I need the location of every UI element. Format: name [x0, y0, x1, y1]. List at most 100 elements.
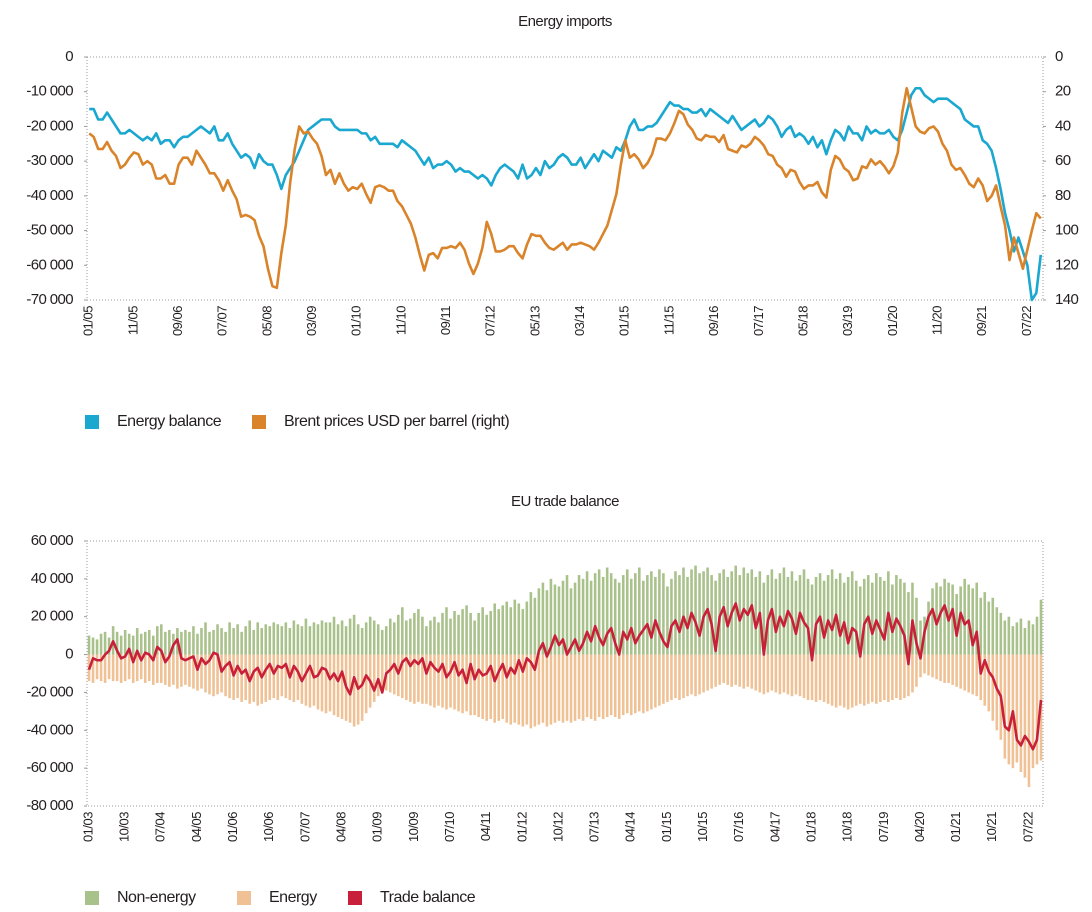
x-tick-label: 01/05 — [81, 306, 96, 336]
bar — [505, 601, 509, 655]
bar — [192, 626, 195, 655]
bar — [658, 569, 661, 655]
bar — [814, 654, 818, 702]
bar — [340, 654, 344, 719]
bar — [662, 573, 665, 655]
x-tick-label: 03/19 — [840, 306, 855, 336]
bar — [388, 654, 392, 693]
bar — [517, 654, 521, 725]
bar — [927, 654, 930, 676]
x-tick-label: 07/22 — [1020, 812, 1035, 842]
legend-swatch — [85, 415, 99, 429]
y-tick-label: -10 000 — [26, 83, 73, 100]
bar — [151, 635, 155, 655]
bar — [119, 654, 123, 683]
x-tick-label: 07/10 — [442, 812, 457, 842]
series-line — [87, 602, 1043, 751]
bar — [541, 654, 545, 723]
bar — [1003, 654, 1007, 759]
bar — [790, 654, 794, 697]
bar — [561, 654, 565, 723]
bar — [364, 622, 368, 655]
bar — [111, 654, 115, 682]
bar — [292, 620, 296, 655]
bar — [421, 654, 424, 704]
bar — [409, 654, 412, 702]
bar — [642, 580, 645, 655]
bar — [405, 620, 408, 655]
legend-label: Brent prices USD per barrel (right) — [284, 413, 509, 430]
bar — [172, 654, 175, 685]
bar — [393, 654, 396, 695]
bar — [895, 575, 898, 655]
bar — [754, 576, 758, 655]
bar — [505, 654, 509, 723]
bar — [348, 654, 352, 723]
bar — [883, 654, 886, 700]
bar — [686, 654, 689, 697]
bar — [923, 654, 926, 674]
bar — [818, 573, 822, 655]
x-tick-label: 10/03 — [117, 812, 132, 842]
bar — [545, 654, 549, 727]
bar — [340, 620, 344, 655]
bar — [393, 622, 396, 655]
bar — [461, 654, 464, 714]
bar — [139, 654, 143, 680]
bar — [758, 654, 762, 693]
bar — [421, 616, 424, 655]
bar — [794, 654, 798, 695]
bar — [565, 575, 569, 655]
bar — [537, 588, 541, 655]
bar — [766, 575, 770, 655]
bar — [429, 654, 432, 706]
bar — [380, 629, 384, 655]
bar — [987, 654, 991, 712]
bar — [782, 654, 786, 693]
bar — [581, 654, 585, 721]
bar — [384, 626, 388, 655]
bar — [268, 654, 272, 700]
bar — [477, 654, 480, 718]
bar — [834, 654, 838, 708]
bar — [316, 624, 320, 655]
bar — [1007, 654, 1011, 765]
bar — [955, 594, 958, 655]
bar — [376, 624, 380, 655]
bar — [336, 654, 340, 718]
bar — [489, 654, 492, 719]
bar — [794, 580, 798, 655]
bar — [236, 654, 239, 699]
bar — [192, 654, 195, 689]
bar — [308, 654, 312, 708]
bar — [312, 654, 316, 706]
bar — [766, 654, 770, 693]
y-tick-label: 20 000 — [31, 608, 74, 625]
bar — [477, 612, 480, 655]
bar — [698, 573, 701, 655]
bar — [147, 654, 151, 682]
bar — [147, 629, 151, 655]
chart-title: EU trade balance — [511, 493, 619, 510]
bar — [830, 569, 834, 655]
bar — [91, 637, 95, 655]
bar — [706, 654, 709, 691]
bar — [919, 620, 922, 655]
bar — [127, 633, 131, 655]
bar — [674, 654, 677, 699]
bar — [879, 576, 882, 655]
bar — [541, 582, 545, 655]
bar — [501, 654, 505, 719]
bar — [284, 622, 288, 655]
bar — [91, 654, 95, 683]
bar — [762, 582, 766, 655]
bar — [320, 654, 324, 712]
bar — [718, 654, 721, 685]
bar — [967, 654, 970, 693]
bar — [401, 607, 404, 655]
x-tick-label: 10/18 — [840, 812, 855, 842]
bar — [650, 654, 653, 710]
bar — [911, 654, 914, 693]
bar — [951, 584, 954, 655]
bar — [858, 586, 862, 655]
